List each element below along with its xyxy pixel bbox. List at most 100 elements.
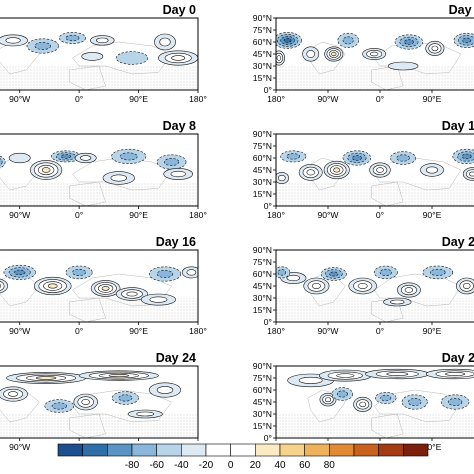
- anomaly-field: [0, 148, 198, 206]
- colorbar-segment: [304, 443, 330, 457]
- y-tick-label: 60°N: [253, 37, 272, 47]
- anomaly-center-9: [387, 61, 419, 71]
- anomaly-center-8: [156, 154, 187, 170]
- anomaly-center-9: [127, 409, 163, 419]
- y-tick-label: 30°N: [253, 293, 272, 303]
- y-tick-label: 60°N: [253, 153, 272, 163]
- panel-title: Day 20: [442, 235, 474, 249]
- x-tick-label: 180°: [189, 94, 207, 104]
- colorbar-segment: [230, 443, 256, 457]
- anomaly-center-10: [276, 266, 291, 279]
- coastline-2: [373, 389, 462, 423]
- significance-stipple: [0, 66, 198, 90]
- x-tick-label: 0°: [376, 210, 384, 220]
- colorbar-segment: [378, 443, 404, 457]
- map-panel-8: Day 28180°90°W0°90°E180°90°N75°N60°N45°N…: [253, 351, 474, 452]
- anomaly-center-9: [140, 293, 176, 306]
- coastline-1: [307, 41, 346, 75]
- y-tick-label: 90°N: [253, 245, 272, 255]
- anomaly-field: [0, 370, 198, 438]
- colorbar-label: 20: [250, 460, 262, 471]
- x-tick-label: 90°W: [317, 94, 339, 104]
- anomaly-center-2: [302, 46, 320, 62]
- map-frame: [0, 365, 199, 439]
- coastline-3: [68, 181, 106, 206]
- x-tick-label: 0°: [376, 326, 384, 336]
- panel-title: Day 8: [163, 119, 196, 133]
- map-panel-5: Day 16 90°W 0° 90°E 180°: [0, 235, 207, 336]
- y-tick-label: 15°N: [253, 73, 272, 83]
- y-tick-label: 75°N: [253, 141, 272, 151]
- anomaly-center-6: [394, 34, 424, 50]
- anomaly-center-5: [369, 162, 391, 178]
- anomaly-center-7: [111, 391, 139, 405]
- x-tick-label: 0°: [75, 326, 83, 336]
- colorbar-label: -20: [199, 460, 214, 471]
- anomaly-center-2: [303, 277, 330, 295]
- x-tick-label: 90°E: [129, 210, 148, 220]
- x-tick-label: 0°: [75, 94, 83, 104]
- anomaly-center-10: [276, 172, 289, 184]
- anomaly-center-6: [154, 33, 176, 51]
- panel-title: Day 0: [163, 3, 196, 17]
- anomaly-center-4: [6, 372, 86, 384]
- anomaly-center-10: [44, 399, 75, 413]
- coastline-2: [373, 273, 462, 307]
- x-tick-label: 180°: [189, 326, 207, 336]
- y-tick-label: 45°N: [253, 49, 272, 59]
- y-tick-label: 75°N: [253, 25, 272, 35]
- map-panel-2: Day 4180°90°W0°90°E180°90°N75°N60°N45°N3…: [253, 3, 474, 104]
- y-tick-label: 60°N: [253, 385, 272, 395]
- anomaly-center-4: [342, 150, 372, 166]
- y-tick-label: 30°N: [253, 177, 272, 187]
- y-tick-label: 90°N: [253, 13, 272, 23]
- anomaly-center-5: [90, 35, 115, 46]
- anomaly-center-8: [148, 382, 182, 398]
- colorbar-label: -40: [174, 460, 189, 471]
- anomaly-center-8: [456, 277, 474, 295]
- y-tick-label: 0°: [264, 433, 272, 443]
- x-tick-label: 180°: [267, 94, 285, 104]
- colorbar-segment: [57, 443, 83, 457]
- x-tick-label: 180°: [267, 210, 285, 220]
- anomaly-center-7: [420, 163, 444, 177]
- coastline-1: [307, 389, 346, 423]
- anomaly-center-10: [181, 266, 198, 279]
- x-tick-label: 90°E: [423, 94, 442, 104]
- anomaly-center-3: [8, 152, 31, 164]
- anomaly-center-2: [298, 164, 323, 181]
- colorbar-segment: [328, 443, 355, 457]
- x-tick-label: 90°W: [9, 442, 31, 452]
- anomaly-center-9: [401, 394, 428, 410]
- panel-title: Day 24: [156, 351, 196, 365]
- colorbar-segment: [353, 443, 379, 457]
- y-tick-label: 90°N: [253, 129, 272, 139]
- anomaly-center-2: [318, 369, 372, 382]
- anomaly-center-10: [276, 50, 285, 66]
- map-frame: [0, 17, 199, 91]
- anomaly-center-10: [81, 52, 104, 61]
- anomaly-center-1: [276, 32, 302, 49]
- y-tick-label: 45°N: [253, 281, 272, 291]
- anomaly-center-2: [0, 155, 6, 169]
- anomaly-center-4: [348, 277, 377, 295]
- anomaly-field: [276, 265, 474, 322]
- anomaly-field: [276, 148, 474, 206]
- anomaly-center-4: [29, 160, 63, 180]
- anomaly-center-3: [320, 267, 347, 281]
- anomaly-center-7: [422, 265, 454, 280]
- colorbar-segment: [181, 443, 207, 457]
- anomaly-center-1: [280, 150, 307, 163]
- x-tick-label: 90°E: [423, 442, 442, 452]
- anomaly-center-4: [33, 276, 72, 296]
- significance-stipple: [276, 182, 474, 206]
- x-tick-label: 90°E: [129, 326, 148, 336]
- anomaly-center-7: [111, 148, 147, 164]
- anomaly-center-5: [51, 150, 81, 163]
- coastline-2: [72, 389, 172, 423]
- map-frame: [0, 133, 199, 207]
- colorbar-segment: [279, 443, 305, 457]
- colorbar-segment: [82, 443, 108, 457]
- panel-title: Day 12: [442, 119, 474, 133]
- anomaly-center-6: [74, 152, 97, 164]
